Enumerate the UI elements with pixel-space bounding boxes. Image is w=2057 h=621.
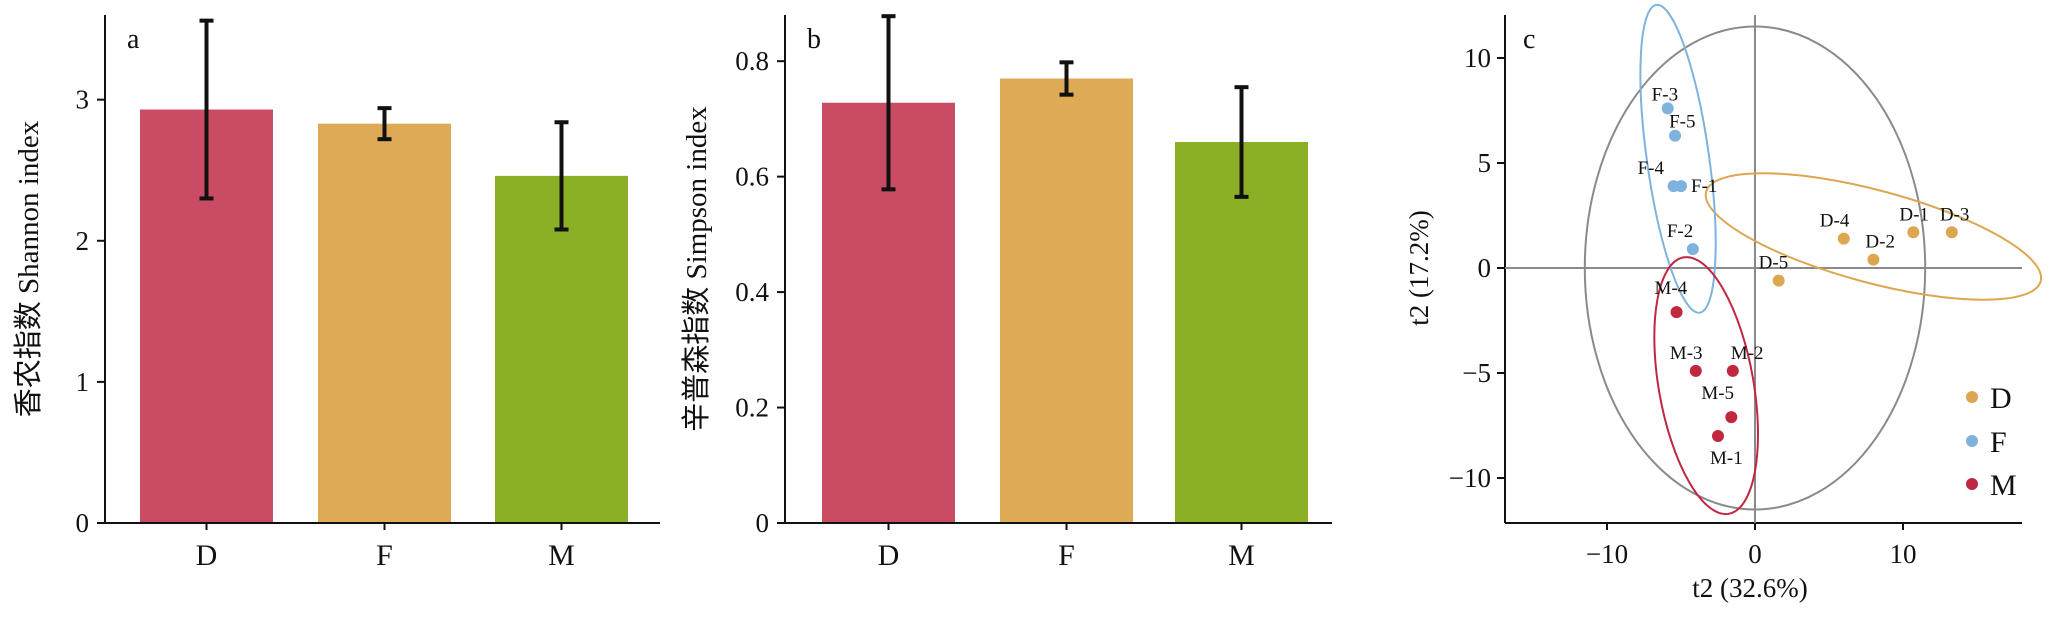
y-tick-label: 0.8 <box>735 46 769 76</box>
point-D-5 <box>1772 274 1785 287</box>
point-D-3 <box>1945 226 1958 239</box>
x-tick-label: 0 <box>1748 539 1762 569</box>
point-label: M-3 <box>1670 343 1703 364</box>
y-tick-label: 10 <box>1464 43 1491 73</box>
confidence-circle <box>1583 25 1927 511</box>
bar-panel-a: D F M 0 1 2 3 香农指数 Shannon index a <box>12 15 660 572</box>
point-label: D-4 <box>1820 211 1850 232</box>
x-tick-label: D <box>196 539 218 572</box>
group-ellipse-M <box>1653 256 1759 516</box>
point-label: D-3 <box>1940 204 1970 225</box>
y-axis-label: 香农指数 Shannon index <box>12 120 45 417</box>
point-label: F-5 <box>1669 112 1695 133</box>
point-M-1 <box>1712 430 1724 442</box>
point-D-1 <box>1907 226 1920 239</box>
y-tick-label: 2 <box>76 226 90 256</box>
point-M-4 <box>1670 306 1683 319</box>
x-tick-label: D <box>878 539 900 572</box>
y-tick-label: 5 <box>1478 148 1492 178</box>
y-tick-label: 1 <box>76 367 90 397</box>
point-label: D-2 <box>1865 232 1895 253</box>
point-F-2 <box>1686 243 1699 256</box>
panel-label-a: a <box>127 24 140 55</box>
x-tick-label: F <box>376 539 393 572</box>
x-tick-label: M <box>1228 539 1255 572</box>
x-tick-label: −10 <box>1586 539 1628 569</box>
y-tick-label: 0 <box>756 508 770 538</box>
group-ellipse-D <box>1704 172 2043 301</box>
y-tick-label: −5 <box>1462 358 1491 388</box>
bar-M <box>495 175 628 523</box>
legend-label-D: D <box>1990 382 2012 415</box>
y-tick-label: 0.2 <box>735 393 769 423</box>
x-tick-label: 10 <box>1890 539 1917 569</box>
y-axis-label: 辛普森指数 Simpson index <box>680 106 713 432</box>
point-label: F-1 <box>1691 176 1717 197</box>
point-M-3 <box>1689 364 1702 377</box>
point-label: D-5 <box>1759 253 1789 274</box>
point-D-2 <box>1867 253 1880 266</box>
point-F-4 <box>1667 180 1680 193</box>
x-tick-label: M <box>548 539 575 572</box>
x-tick-label: F <box>1058 539 1075 572</box>
point-D-4 <box>1837 232 1850 245</box>
panel-label-b: b <box>807 24 821 55</box>
point-label: M-5 <box>1701 383 1734 404</box>
point-label: M-2 <box>1731 343 1764 364</box>
point-label: F-3 <box>1652 84 1678 105</box>
legend-label-M: M <box>1990 469 2017 502</box>
point-label: M-1 <box>1710 448 1743 469</box>
y-tick-label: 0.4 <box>735 277 769 307</box>
bar-M <box>1175 142 1308 523</box>
x-axis-label: t2 (32.6%) <box>1692 573 1807 603</box>
point-F-5 <box>1669 129 1682 142</box>
point-label: D-1 <box>1899 204 1929 225</box>
panel-label-c: c <box>1523 24 1535 55</box>
bar-F <box>1000 78 1133 523</box>
y-tick-label: 0.6 <box>735 162 769 192</box>
y-axis-label: t2 (17.2%) <box>1404 210 1434 325</box>
bar-panel-b: D F M 0 0.2 0.4 0.6 0.8 辛普森指数 Simpson index b <box>680 14 1332 572</box>
legend-marker-D <box>1966 391 1978 403</box>
y-tick-label: 0 <box>76 508 90 538</box>
point-M-5 <box>1725 411 1738 424</box>
point-F-3 <box>1661 102 1674 115</box>
point-M-2 <box>1726 364 1739 377</box>
y-tick-label: −10 <box>1449 463 1491 493</box>
point-label: F-2 <box>1667 221 1693 242</box>
legend-label-F: F <box>1990 426 2007 459</box>
point-label: F-4 <box>1638 158 1665 179</box>
point-label: M-4 <box>1655 278 1688 299</box>
bar-F <box>318 123 451 524</box>
legend-marker-F <box>1966 435 1978 447</box>
y-tick-label: 0 <box>1478 253 1492 283</box>
y-tick-label: 3 <box>76 85 90 115</box>
legend-marker-M <box>1966 478 1978 490</box>
